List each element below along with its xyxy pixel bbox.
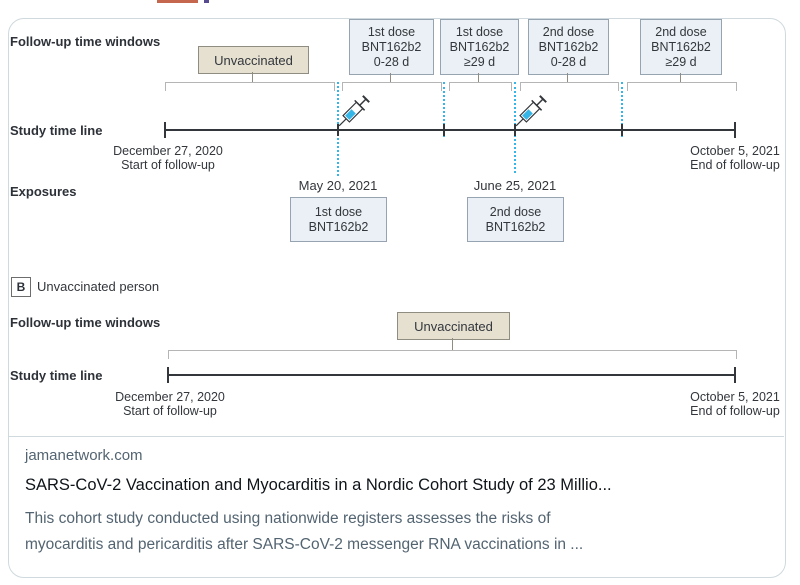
- window-box-2nd-dose-29d: 2nd dose BNT162b2 ≥29 d: [640, 19, 722, 75]
- box-line: 2nd dose: [542, 24, 595, 39]
- box-line: BNT162b2: [651, 39, 711, 54]
- bracket-1st-dose-0-28d: [342, 82, 442, 91]
- window-box-unvaccinated-a: Unvaccinated: [198, 46, 309, 74]
- box-line: BNT162b2: [308, 219, 369, 234]
- box-line: 1st dose: [455, 24, 504, 39]
- syringe-icon: [510, 90, 552, 132]
- connector-dose1b: [478, 73, 479, 82]
- connector-dose2a: [567, 73, 568, 82]
- box-line: BNT162b2: [485, 219, 546, 234]
- window-box-unvaccinated-b: Unvaccinated: [397, 312, 510, 340]
- row-label-exposures: Exposures: [10, 184, 77, 199]
- row-label-follow-up-windows-a: Follow-up time windows: [10, 34, 161, 49]
- exposure2-date: June 25, 2021: [473, 178, 557, 193]
- box-line: 2nd dose: [655, 24, 707, 39]
- timeline-a-tick: [337, 124, 339, 136]
- timeline-b: [168, 374, 735, 376]
- timeline-b-end-label: October 5, 2021 End of follow-up: [645, 390, 800, 418]
- start-caption: Start of follow-up: [121, 158, 215, 172]
- dotted-line-window-break-1: [443, 82, 445, 137]
- cropped-media-sliver-orange: [157, 0, 198, 3]
- exposure-box-2nd-dose: 2nd dose BNT162b2: [467, 197, 564, 242]
- end-date: October 5, 2021: [690, 390, 780, 404]
- box-line: 2nd dose: [489, 204, 542, 219]
- timeline-b-start-tick: [167, 367, 169, 383]
- connector-dose1a: [390, 73, 391, 82]
- connector-dose2b: [680, 73, 681, 82]
- row-label-study-time-line-b: Study time line: [10, 368, 103, 383]
- card-divider: [9, 436, 784, 437]
- dotted-line-window-break-2: [621, 82, 623, 137]
- end-caption: End of follow-up: [690, 404, 780, 418]
- window-box-1st-dose-0-28d: 1st dose BNT162b2 0-28 d: [349, 19, 434, 75]
- box-line: 1st dose: [314, 204, 363, 219]
- exposure-box-1st-dose: 1st dose BNT162b2: [290, 197, 387, 242]
- exposure1-date: May 20, 2021: [298, 178, 378, 193]
- card-domain[interactable]: jamanetwork.com: [25, 447, 143, 464]
- row-label-study-time-line-a: Study time line: [10, 123, 103, 138]
- timeline-a-tick: [621, 124, 623, 136]
- box-line: BNT162b2: [449, 39, 510, 54]
- card-title[interactable]: SARS-CoV-2 Vaccination and Myocarditis i…: [25, 476, 612, 494]
- box-line: ≥29 d: [463, 54, 496, 69]
- window-box-1st-dose-29d: 1st dose BNT162b2 ≥29 d: [440, 19, 519, 75]
- timeline-a-start-tick: [164, 122, 166, 138]
- syringe-icon: [333, 90, 375, 132]
- end-caption: End of follow-up: [690, 158, 780, 172]
- bracket-unvaccinated-a: [165, 82, 335, 91]
- box-line: 0-28 d: [550, 54, 587, 69]
- row-label-follow-up-windows-b: Follow-up time windows: [10, 315, 161, 330]
- bracket-unvaccinated-b: [168, 350, 737, 359]
- card-description-line: This cohort study conducted using nation…: [25, 510, 551, 527]
- panel-b-badge: B: [11, 277, 31, 297]
- card-description-line: myocarditis and pericarditis after SARS-…: [25, 536, 584, 553]
- timeline-a: [165, 129, 735, 131]
- bracket-2nd-dose-0-28d: [520, 82, 619, 91]
- timeline-a-start-label: December 27, 2020 Start of follow-up: [68, 144, 268, 172]
- panel-b-title: Unvaccinated person: [37, 279, 160, 294]
- timeline-a-tick: [443, 124, 445, 136]
- box-line: ≥29 d: [665, 54, 697, 69]
- box-line: BNT162b2: [361, 39, 422, 54]
- connector-unvaccinated-b: [452, 338, 453, 350]
- timeline-b-start-label: December 27, 2020 Start of follow-up: [70, 390, 270, 418]
- cropped-media-sliver-purple: [204, 0, 209, 3]
- timeline-a-tick: [514, 124, 516, 136]
- timeline-a-end-tick: [734, 122, 736, 138]
- timeline-b-end-tick: [734, 367, 736, 383]
- start-date: December 27, 2020: [113, 144, 223, 158]
- start-caption: Start of follow-up: [123, 404, 217, 418]
- box-line: 0-28 d: [373, 54, 410, 69]
- bracket-2nd-dose-29d: [627, 82, 737, 91]
- window-box-2nd-dose-0-28d: 2nd dose BNT162b2 0-28 d: [528, 19, 609, 75]
- timeline-a-end-label: October 5, 2021 End of follow-up: [645, 144, 800, 172]
- card-description[interactable]: This cohort study conducted using nation…: [25, 506, 770, 558]
- start-date: December 27, 2020: [115, 390, 225, 404]
- bracket-1st-dose-29d: [449, 82, 512, 91]
- box-line: 1st dose: [367, 24, 416, 39]
- connector-unvaccinated-a: [252, 72, 253, 82]
- link-preview-card[interactable]: [8, 18, 786, 578]
- box-line: BNT162b2: [538, 39, 599, 54]
- end-date: October 5, 2021: [690, 144, 780, 158]
